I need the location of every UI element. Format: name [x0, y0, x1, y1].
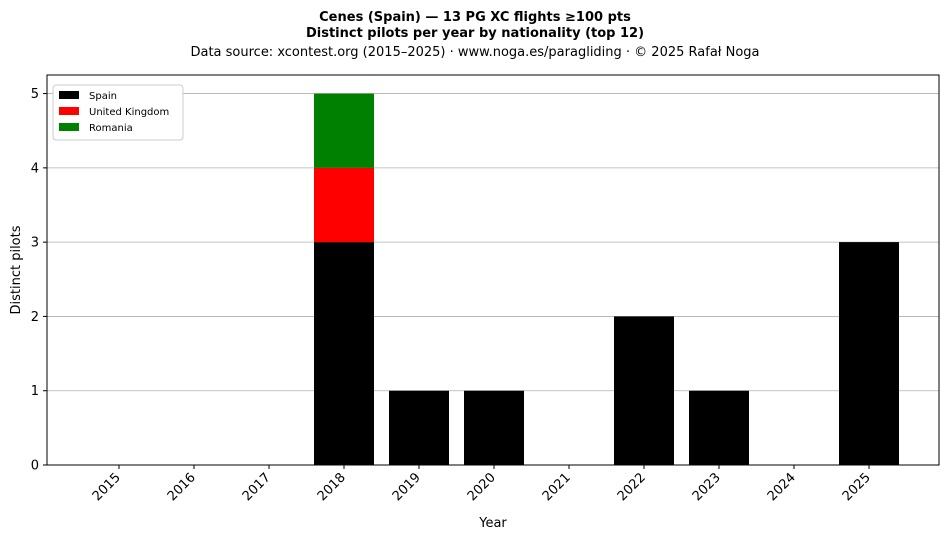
legend-label: Spain — [89, 91, 117, 102]
y-tick-label: 4 — [31, 161, 39, 176]
chart-source-note: Data source: xcontest.org (2015–2025) · … — [190, 45, 759, 60]
x-tick-label: 2024 — [765, 470, 799, 504]
y-tick-label: 0 — [31, 459, 39, 474]
y-axis-ticks: 0 1 2 3 4 5 — [31, 87, 47, 474]
y-axis-label: Distinct pilots — [9, 225, 24, 314]
x-tick-label: 2015 — [90, 470, 124, 504]
bar-segment — [689, 390, 749, 465]
x-tick-label: 2019 — [390, 470, 424, 504]
x-tick-label: 2022 — [615, 470, 649, 504]
x-tick-label: 2017 — [240, 470, 274, 504]
legend-label: United Kingdom — [89, 107, 169, 118]
y-tick-label: 3 — [31, 236, 39, 251]
y-tick-label: 1 — [31, 384, 39, 399]
x-tick-label: 2025 — [840, 470, 874, 504]
legend-swatch — [59, 91, 79, 99]
bar-segment — [464, 390, 524, 465]
bar-segment — [314, 167, 374, 243]
legend-swatch — [59, 123, 79, 131]
bars — [314, 93, 899, 465]
legend-swatch — [59, 107, 79, 115]
x-tick-label: 2021 — [540, 470, 574, 504]
y-tick-label: 2 — [31, 310, 39, 325]
bar-segment — [389, 390, 449, 465]
chart-subtitle: Distinct pilots per year by nationality … — [306, 26, 644, 41]
x-axis-label: Year — [478, 516, 507, 531]
bar-segment — [614, 316, 674, 465]
x-tick-label: 2016 — [165, 470, 199, 504]
x-axis-ticks: 2015 2016 2017 2018 2019 2020 2021 2022 2023 2024… — [90, 465, 874, 504]
y-tick-label: 5 — [31, 87, 39, 102]
bar-segment — [839, 242, 899, 465]
legend-items: Spain United Kingdom Romania — [59, 91, 169, 134]
legend-box — [52, 84, 184, 141]
x-tick-label: 2018 — [315, 470, 349, 504]
plot-area-frame — [46, 74, 940, 466]
legend: Spain United Kingdom Romania — [52, 84, 184, 141]
gridlines — [47, 93, 939, 392]
bar-segment — [314, 242, 374, 465]
chart-title: Cenes (Spain) — 13 PG XC flights ≥100 pt… — [319, 10, 631, 25]
x-tick-label: 2020 — [465, 470, 499, 504]
x-tick-label: 2023 — [690, 470, 724, 504]
bar-segment — [314, 93, 374, 168]
legend-label: Romania — [89, 123, 133, 134]
